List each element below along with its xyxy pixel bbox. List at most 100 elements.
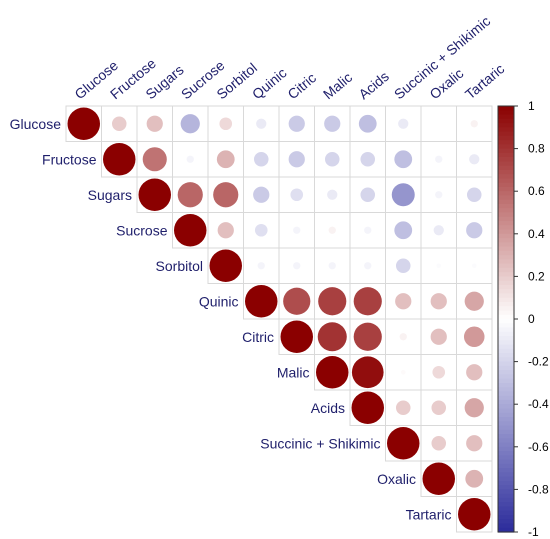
colorbar-segment: [498, 110, 514, 116]
correlation-circle-3-7: [328, 226, 336, 234]
column-label: Tartaric: [462, 61, 507, 103]
colorbar-segment: [498, 161, 514, 167]
colorbar-segment: [498, 348, 514, 354]
correlation-circle-9-10: [431, 435, 447, 451]
colorbar-segment: [498, 438, 514, 444]
colorbar-segment: [498, 203, 514, 209]
colorbar-segment: [498, 297, 514, 303]
correlation-circle-2-9: [391, 183, 415, 207]
correlation-circle-4-8: [364, 262, 372, 270]
row-label: Tartaric: [406, 506, 452, 522]
colorbar-segment: [498, 336, 514, 341]
grid-cell: [420, 105, 457, 142]
colorbar-segment: [498, 387, 514, 393]
colorbar-segment: [498, 238, 514, 243]
colorbar-segment: [498, 340, 514, 346]
colorbar-tick-label: 0: [528, 312, 535, 326]
colorbar-segment: [498, 127, 514, 133]
correlation-circle-1-2: [142, 147, 167, 172]
colorbar-segment: [498, 391, 514, 397]
row-label: Oxalic: [377, 471, 416, 487]
correlation-circle-8-10: [431, 400, 447, 416]
correlation-circle-2-4: [213, 182, 239, 208]
colorbar-segment: [498, 412, 514, 418]
correlation-circle-2-5: [253, 186, 270, 203]
correlation-circle-6-7: [317, 322, 347, 352]
correlation-circle-0-2: [146, 115, 163, 132]
colorbar-segment: [498, 246, 514, 252]
correlation-circle-4-6: [293, 262, 301, 270]
colorbar-segment: [498, 140, 514, 145]
correlation-circle-4-5: [257, 262, 265, 270]
correlation-circle-4-11: [471, 263, 477, 269]
correlation-circle-4-9: [395, 258, 411, 274]
colorbar-segment: [498, 374, 514, 380]
colorbar-segment: [498, 399, 514, 405]
colorbar-segment: [498, 263, 514, 269]
colorbar-segment: [498, 370, 514, 375]
row-label: Sorbitol: [156, 258, 203, 274]
colorbar-tick-label: 0.2: [528, 269, 545, 283]
colorbar-segment: [498, 523, 514, 529]
correlation-circle-0-5: [256, 118, 267, 129]
correlation-circle-1-10: [435, 155, 443, 163]
colorbar-segment: [498, 199, 514, 205]
colorbar-segment: [498, 451, 514, 456]
colorbar-segment: [498, 506, 514, 512]
correlation-circle-5-7: [318, 287, 347, 316]
correlation-circle-5-9: [395, 293, 412, 310]
correlation-circle-8-8: [351, 391, 384, 424]
colorbar-segment: [498, 502, 514, 508]
correlation-circle-1-4: [216, 150, 235, 169]
correlation-circle-9-9: [387, 427, 420, 460]
colorbar-segment: [498, 148, 514, 154]
correlation-circle-7-10: [432, 365, 446, 379]
colorbar-segment: [498, 259, 514, 265]
colorbar-tick-label: 0.6: [528, 184, 545, 198]
correlation-circle-0-9: [398, 118, 409, 129]
grid-cell: [456, 496, 493, 533]
correlation-circle-2-10: [435, 191, 443, 199]
correlation-circle-2-7: [327, 189, 338, 200]
correlation-circle-4-10: [436, 263, 442, 269]
colorbar-segment: [498, 118, 514, 124]
colorbar-segment: [498, 233, 514, 239]
correlation-circle-10-11: [465, 469, 484, 488]
correlation-circle-3-5: [254, 223, 268, 237]
correlation-circle-3-6: [293, 226, 301, 234]
row-label: Glucose: [10, 116, 62, 132]
correlation-circle-2-6: [290, 188, 304, 202]
colorbar-segment: [498, 157, 514, 162]
correlation-circle-5-11: [464, 291, 484, 311]
colorbar-segment: [498, 242, 514, 248]
correlation-circle-8-9: [395, 400, 411, 416]
correlation-circle-1-1: [103, 143, 136, 176]
colorbar-segment: [498, 404, 514, 410]
colorbar-segment: [498, 421, 514, 427]
colorbar-segment: [498, 446, 514, 452]
colorbar-tick-label: -0.6: [528, 440, 549, 454]
colorbar-segment: [498, 319, 514, 324]
colorbar-segment: [498, 306, 514, 312]
colorbar-segment: [498, 216, 514, 222]
colorbar-segment: [498, 434, 514, 439]
colorbar-segment: [498, 169, 514, 175]
colorbar-segment: [498, 365, 514, 371]
colorbar-segment: [498, 221, 514, 226]
row-label: Acids: [311, 400, 345, 416]
correlation-circle-4-4: [209, 249, 242, 282]
correlation-circle-5-10: [430, 293, 447, 310]
colorbar-segment: [498, 174, 514, 180]
colorbar-segment: [498, 182, 514, 188]
colorbar-segment: [498, 378, 514, 384]
colorbar-segment: [498, 208, 514, 214]
correlation-circle-3-4: [217, 222, 234, 239]
colorbar-segment: [498, 480, 514, 486]
colorbar-segment: [498, 123, 514, 128]
correlation-circle-3-8: [364, 226, 372, 234]
correlation-circle-4-7: [328, 262, 336, 270]
colorbar-segment: [498, 476, 514, 482]
colorbar-tick-label: -0.2: [528, 355, 549, 369]
correlation-circle-6-6: [280, 320, 313, 353]
